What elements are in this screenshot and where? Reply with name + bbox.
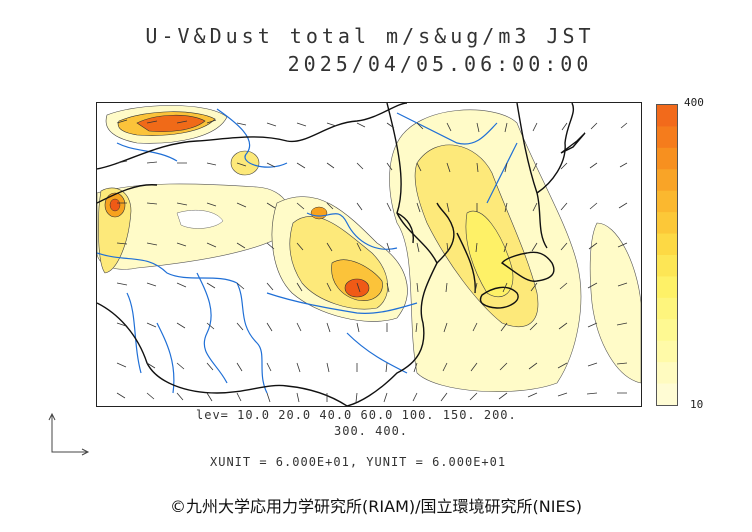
colorbar [656, 104, 678, 406]
map-datetime: 2025/04/05.06:00:00 [287, 52, 593, 76]
contour-levels-cont: 300. 400. [334, 424, 409, 438]
colorbar-min-label: 10 [690, 398, 704, 411]
wind-vectors [116, 119, 628, 403]
colorbar-swatch [657, 340, 677, 363]
copyright-credit: ©九州大学応用力学研究所(RIAM)/国立環境研究所(NIES) [170, 497, 582, 516]
colorbar-swatch [657, 212, 677, 235]
colorbar-swatch [657, 319, 677, 342]
colorbar-swatch [657, 126, 677, 149]
colorbar-swatch [657, 190, 677, 213]
colorbar-swatch [657, 233, 677, 256]
colorbar-swatch [657, 383, 677, 406]
dust-wind-map [96, 102, 642, 407]
colorbar-swatch [657, 255, 677, 277]
vector-scale-axes [48, 412, 90, 456]
coastlines [97, 103, 586, 406]
contour-levels: lev= 10.0 20.0 40.0 60.0 100. 150. 200. [196, 408, 517, 422]
dust-plumes [97, 105, 641, 393]
colorbar-swatches [657, 105, 677, 406]
colorbar-max-label: 400 [684, 96, 704, 109]
map-canvas [97, 103, 641, 406]
map-title: U-V&Dust total m/s&ug/m3 JST [145, 24, 595, 48]
colorbar-swatch [657, 297, 677, 320]
colorbar-swatch [657, 169, 677, 192]
colorbar-swatch [657, 147, 677, 170]
colorbar-swatch [657, 105, 677, 127]
vector-units: XUNIT = 6.000E+01, YUNIT = 6.000E+01 [210, 455, 507, 469]
colorbar-swatch [657, 362, 677, 385]
colorbar-swatch [657, 276, 677, 299]
